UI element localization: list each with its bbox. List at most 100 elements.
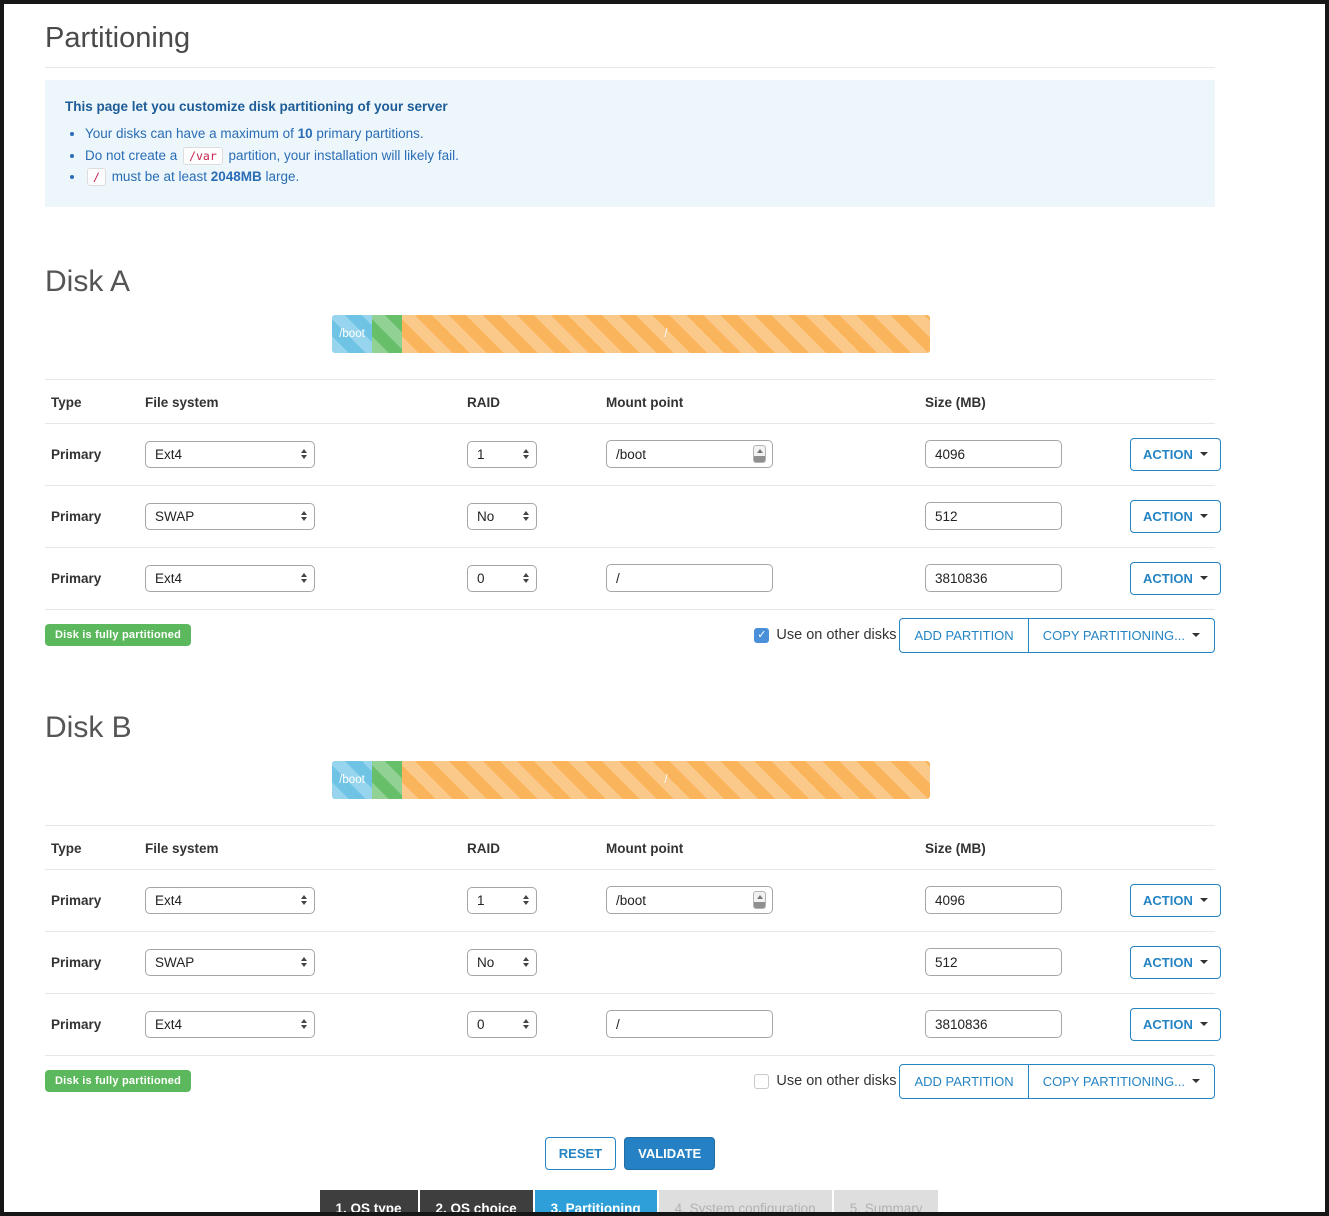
status-badge: Disk is fully partitioned	[45, 624, 192, 647]
caret-down-icon	[1199, 960, 1208, 965]
bar-segment-root: /	[402, 314, 930, 353]
size-input[interactable]	[925, 564, 1062, 593]
partition-actions-group: ADD PARTITION COPY PARTITIONING...	[899, 1063, 1215, 1099]
page-title: Partitioning	[45, 22, 1215, 68]
size-input[interactable]	[925, 440, 1062, 469]
use-on-other-disks-label: Use on other disks	[776, 627, 897, 644]
autofill-stepper-icon[interactable]	[753, 445, 766, 464]
copy-partitioning-button[interactable]: COPY PARTITIONING...	[1027, 617, 1215, 653]
raid-select[interactable]: No	[467, 948, 537, 976]
table-header-row: Type File system RAID Mount point Size (…	[45, 824, 1215, 870]
use-on-other-disks-label: Use on other disks	[776, 1073, 897, 1090]
select-stepper-icon	[301, 957, 307, 968]
partition-table: Type File system RAID Mount point Size (…	[45, 378, 1221, 610]
bar-segment-boot: /boot	[332, 314, 372, 353]
select-stepper-icon	[523, 1019, 529, 1030]
table-header-row: Type File system RAID Mount point Size (…	[45, 378, 1215, 424]
filesystem-select[interactable]: Ext4	[145, 1010, 315, 1038]
col-header-raid: RAID	[467, 378, 606, 424]
root-path-chip: /	[87, 168, 106, 187]
action-button[interactable]: ACTION	[1130, 945, 1221, 979]
col-header-size: Size (MB)	[925, 824, 1130, 870]
size-input[interactable]	[925, 948, 1062, 977]
caret-down-icon	[1199, 898, 1208, 903]
size-input[interactable]	[925, 1010, 1062, 1039]
bar-segment-swap	[372, 314, 402, 353]
select-stepper-icon	[523, 573, 529, 584]
info-bullet-list: Your disks can have a maximum of 10 prim…	[85, 123, 1195, 188]
select-stepper-icon	[301, 511, 307, 522]
partition-row: Primary Ext4 0 ACTION	[45, 547, 1221, 610]
caret-down-icon	[1199, 514, 1208, 519]
action-button[interactable]: ACTION	[1130, 499, 1221, 533]
partition-row: Primary SWAP No ACTION	[45, 485, 1221, 548]
raid-select[interactable]: 0	[467, 1010, 537, 1038]
partition-type-label: Primary	[45, 485, 145, 548]
wizard-step-partitioning[interactable]: 3. Partitioning	[534, 1189, 657, 1212]
filesystem-select[interactable]: SWAP	[145, 502, 315, 530]
disk-b-title: Disk B	[45, 710, 132, 744]
caret-down-icon	[1199, 576, 1208, 581]
filesystem-select[interactable]: Ext4	[145, 564, 315, 592]
size-input[interactable]	[925, 502, 1062, 531]
raid-select[interactable]: 1	[467, 440, 537, 468]
caret-down-icon	[1192, 633, 1200, 638]
partition-row: Primary Ext4 1 ACTION	[45, 869, 1221, 932]
caret-down-icon	[1199, 452, 1208, 457]
mount-point-input[interactable]	[606, 440, 773, 469]
wizard-step-summary: 5. Summary	[833, 1189, 939, 1212]
select-stepper-icon	[301, 1019, 307, 1030]
col-header-action	[1130, 378, 1215, 424]
disk-usage-bar: /boot /	[332, 314, 930, 353]
wizard-step-os-choice[interactable]: 2. OS choice	[419, 1189, 533, 1212]
partition-type-label: Primary	[45, 869, 145, 932]
mount-point-input[interactable]	[606, 564, 773, 593]
autofill-stepper-icon[interactable]	[753, 891, 766, 910]
select-stepper-icon	[301, 573, 307, 584]
add-partition-button[interactable]: ADD PARTITION	[899, 1063, 1029, 1099]
action-button[interactable]: ACTION	[1130, 1007, 1221, 1041]
col-header-filesystem: File system	[145, 824, 467, 870]
mount-point-input[interactable]	[606, 886, 773, 915]
caret-down-icon	[1192, 1079, 1200, 1084]
filesystem-select[interactable]: Ext4	[145, 886, 315, 914]
info-box: This page let you customize disk partiti…	[45, 80, 1215, 207]
wizard-step-system-configuration: 4. System configuration	[658, 1189, 832, 1212]
wizard-step-os-type[interactable]: 1. OS type	[319, 1189, 418, 1212]
col-header-type: Type	[45, 378, 145, 424]
disk-a-title: Disk A	[45, 264, 131, 298]
action-button[interactable]: ACTION	[1130, 883, 1221, 917]
bar-segment-root: /	[402, 760, 930, 799]
partition-type-label: Primary	[45, 993, 145, 1056]
raid-select[interactable]: 1	[467, 886, 537, 914]
validate-button[interactable]: VALIDATE	[624, 1136, 716, 1170]
mount-point-input[interactable]	[606, 1010, 773, 1039]
filesystem-select[interactable]: Ext4	[145, 440, 315, 468]
add-partition-button[interactable]: ADD PARTITION	[899, 617, 1029, 653]
size-input[interactable]	[925, 886, 1062, 915]
bar-segment-boot: /boot	[332, 760, 372, 799]
copy-partitioning-button[interactable]: COPY PARTITIONING...	[1027, 1063, 1215, 1099]
partition-actions-group: ADD PARTITION COPY PARTITIONING...	[899, 617, 1215, 653]
use-on-other-disks-checkbox[interactable]: ✓	[754, 1073, 770, 1089]
action-button[interactable]: ACTION	[1130, 437, 1221, 471]
form-actions: RESET VALIDATE	[45, 1136, 1215, 1170]
select-stepper-icon	[523, 511, 529, 522]
mount-point-empty-cell	[606, 931, 925, 994]
partition-row: Primary SWAP No ACTION	[45, 931, 1221, 994]
select-stepper-icon	[523, 449, 529, 460]
raid-select[interactable]: 0	[467, 564, 537, 592]
status-badge: Disk is fully partitioned	[45, 1070, 192, 1093]
filesystem-select[interactable]: SWAP	[145, 948, 315, 976]
info-bullet-root-size: / must be at least 2048MB large.	[85, 166, 1195, 188]
reset-button[interactable]: RESET	[544, 1136, 617, 1170]
select-stepper-icon	[301, 449, 307, 460]
action-button[interactable]: ACTION	[1130, 561, 1221, 595]
info-bullet-var-warning: Do not create a /var partition, your ins…	[85, 145, 1195, 167]
col-header-type: Type	[45, 824, 145, 870]
partition-row: Primary Ext4 1 ACTION	[45, 423, 1221, 486]
col-header-filesystem: File system	[145, 378, 467, 424]
use-on-other-disks-checkbox[interactable]: ✓	[754, 627, 770, 643]
col-header-mount-point: Mount point	[606, 378, 925, 424]
raid-select[interactable]: No	[467, 502, 537, 530]
